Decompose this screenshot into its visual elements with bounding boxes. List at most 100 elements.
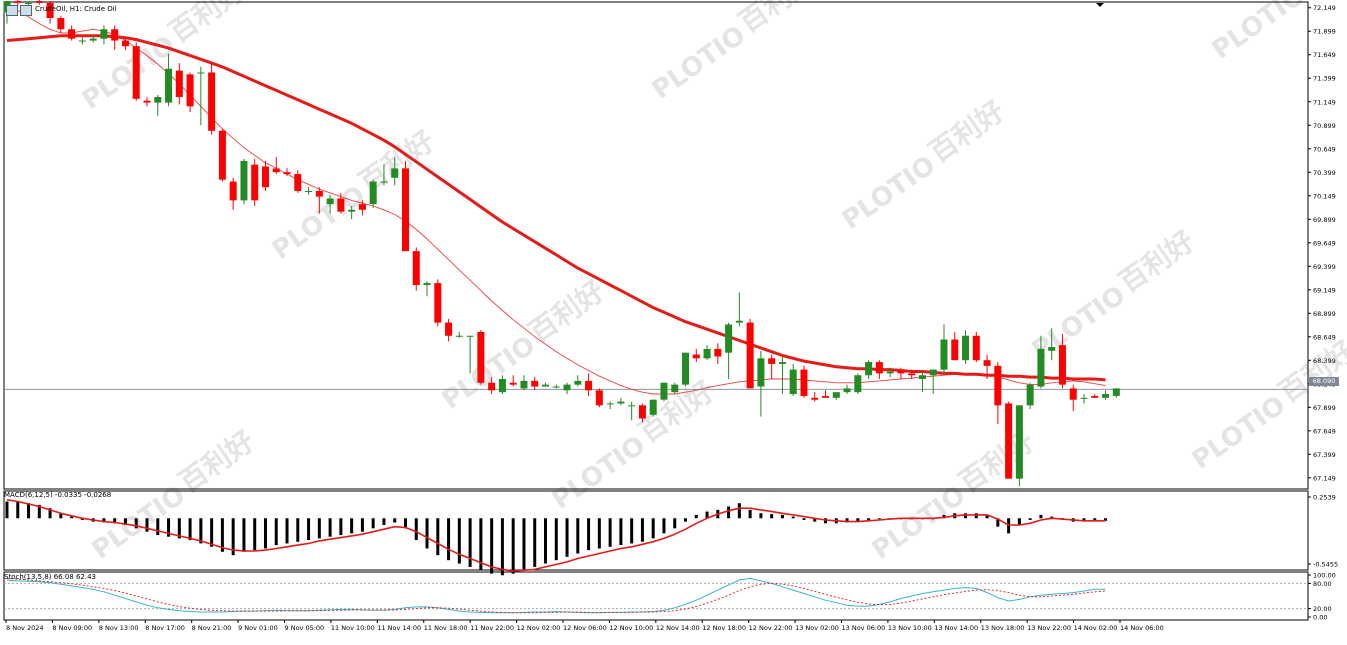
- candle-body: [875, 362, 883, 374]
- candle-body: [326, 198, 334, 205]
- candle-body: [369, 181, 377, 205]
- macd-tick-label: -0.5455: [1313, 561, 1338, 569]
- candle-body: [488, 382, 496, 391]
- candle-body: [143, 100, 151, 103]
- price-tick-label: 68.899: [1313, 310, 1336, 318]
- macd-pane-frame: [3, 490, 1309, 571]
- candle-body: [574, 380, 582, 385]
- macd-bar: [597, 518, 601, 549]
- candle-body: [132, 46, 140, 99]
- macd-bar: [253, 518, 257, 551]
- svg-text:PLOTIO: PLOTIO: [647, 20, 751, 106]
- candle-body: [714, 348, 722, 357]
- svg-text:百利好: 百利好: [1113, 224, 1201, 299]
- svg-text:PLOTIO: PLOTIO: [547, 430, 651, 516]
- macd-bar: [59, 513, 63, 519]
- candle-body: [337, 198, 345, 212]
- candle-body: [951, 339, 959, 361]
- macd-bar: [1104, 518, 1108, 521]
- candle-body: [261, 166, 269, 188]
- macd-bar: [867, 518, 871, 520]
- candle-body: [994, 365, 1002, 406]
- candle-body: [154, 96, 162, 103]
- svg-text:PLOTIO: PLOTIO: [837, 150, 941, 236]
- macd-bar: [1050, 516, 1054, 519]
- macd-bar: [640, 518, 644, 542]
- macd-bar: [651, 518, 655, 539]
- macd-bar: [457, 518, 461, 564]
- candle-body: [768, 358, 776, 364]
- macd-bar: [5, 501, 9, 519]
- candle-body: [1048, 347, 1056, 351]
- macd-bar: [339, 518, 343, 536]
- svg-text:百利好: 百利好: [163, 0, 251, 49]
- candle-body: [811, 397, 819, 400]
- candle-body: [682, 352, 690, 385]
- price-tick-label: 67.649: [1313, 427, 1336, 435]
- candle-body: [348, 209, 356, 212]
- macd-bar: [877, 518, 881, 520]
- candle-body: [1026, 384, 1034, 406]
- macd-bar: [37, 504, 41, 519]
- price-tick-label: 71.399: [1313, 75, 1336, 83]
- macd-bar: [533, 518, 537, 567]
- macd-bar: [1007, 518, 1011, 534]
- candle-body: [175, 70, 183, 97]
- candle-body: [391, 168, 399, 178]
- macd-bar: [511, 518, 515, 574]
- candle-body: [692, 354, 700, 359]
- candle-body: [671, 384, 679, 393]
- candle-body: [466, 335, 474, 337]
- candle-body: [197, 72, 205, 74]
- macd-bar: [684, 518, 688, 522]
- macd-bar: [177, 518, 181, 539]
- macd-bar: [220, 518, 224, 552]
- macd-bar: [123, 518, 127, 525]
- candle-body: [628, 405, 636, 407]
- svg-text:PLOTIO: PLOTIO: [867, 480, 971, 566]
- macd-bar: [263, 518, 267, 549]
- time-label: 12 Nov 06:00: [563, 624, 607, 632]
- candle-body: [498, 379, 506, 393]
- time-label: 13 Nov 02:00: [795, 624, 839, 632]
- time-label: 13 Nov 14:00: [934, 624, 978, 632]
- stoch-label: Stoch(13,5,8) 66.08 62.43: [4, 573, 97, 581]
- chart-window-icon-2[interactable]: [20, 5, 32, 16]
- macd-bar: [371, 518, 375, 529]
- chart-window-icon[interactable]: [6, 5, 18, 16]
- candle-body: [531, 380, 539, 387]
- macd-bar: [307, 518, 311, 541]
- macd-bar: [576, 518, 580, 554]
- candle-body: [897, 371, 905, 374]
- symbol-title: CrudeOil, H1: Crude Oil: [35, 5, 117, 13]
- macd-bar: [522, 518, 526, 571]
- candle-body: [822, 395, 830, 398]
- macd-bar: [27, 503, 31, 519]
- stoch-tick-label: 0.00: [1313, 614, 1327, 622]
- macd-bar: [199, 518, 203, 544]
- candle-body: [854, 375, 862, 393]
- svg-text:百利好: 百利好: [953, 424, 1041, 499]
- candle-body: [423, 283, 431, 285]
- candle-body: [305, 190, 313, 192]
- candle-body: [412, 251, 420, 285]
- macd-bar: [242, 518, 246, 552]
- macd-bar: [759, 513, 763, 519]
- macd-bar: [113, 518, 117, 524]
- candle-body: [78, 40, 86, 42]
- macd-bar: [479, 518, 483, 571]
- candle-body: [218, 130, 226, 180]
- candle-body: [983, 360, 991, 366]
- macd-bar: [274, 518, 278, 546]
- time-label: 13 Nov 10:00: [888, 624, 932, 632]
- macd-bar: [328, 518, 332, 537]
- candle-body: [89, 38, 97, 41]
- candle-body: [929, 369, 937, 376]
